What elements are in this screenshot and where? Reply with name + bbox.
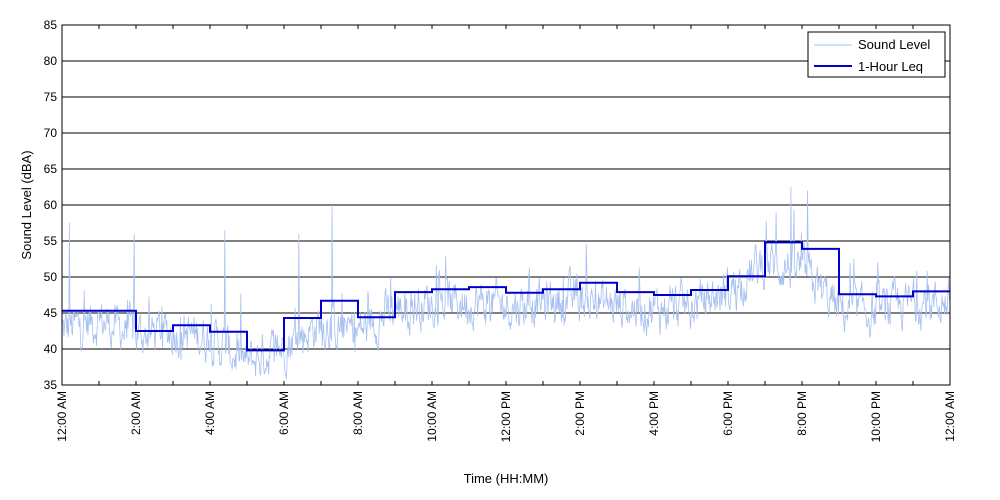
legend-label-leq: 1-Hour Leq <box>858 59 923 74</box>
sound-level-series <box>61 186 951 379</box>
y-tick-label: 45 <box>44 306 58 320</box>
x-tick-label: 6:00 AM <box>277 391 291 435</box>
x-tick-label: 2:00 PM <box>573 391 587 436</box>
x-ticks: 12:00 AM 2:00 AM 4:00 AM 6:00 AM 8:00 AM 10:0… <box>55 25 957 442</box>
sound-level-line <box>61 186 951 379</box>
x-tick-label: 8:00 PM <box>795 391 809 436</box>
x-tick-label: 6:00 PM <box>721 391 735 436</box>
legend: Sound Level 1-Hour Leq <box>807 31 946 78</box>
leq-step-line <box>62 241 950 352</box>
plot-frame <box>61 24 951 386</box>
y-tick-label: 60 <box>44 198 58 212</box>
x-tick-label: 4:00 PM <box>647 391 661 436</box>
x-axis-title: Time (HH:MM) <box>464 471 549 486</box>
y-tick-label: 80 <box>44 54 58 68</box>
leq-series <box>62 241 950 352</box>
y-ticks: 35 40 45 50 55 60 65 70 75 80 85 <box>44 18 950 392</box>
y-tick-label: 75 <box>44 90 58 104</box>
legend-box <box>807 31 946 78</box>
y-tick-label: 35 <box>44 378 58 392</box>
legend-label-sound-level: Sound Level <box>858 37 930 52</box>
x-tick-label: 4:00 AM <box>203 391 217 435</box>
y-tick-label: 85 <box>44 18 58 32</box>
y-axis-title: Sound Level (dBA) <box>19 150 34 259</box>
y-tick-label: 70 <box>44 126 58 140</box>
y-tick-label: 40 <box>44 342 58 356</box>
x-tick-label: 12:00 AM <box>55 391 69 442</box>
x-tick-label: 2:00 AM <box>129 391 143 435</box>
y-tick-label: 55 <box>44 234 58 248</box>
y-tick-label: 50 <box>44 270 58 284</box>
x-tick-label: 10:00 AM <box>425 391 439 442</box>
x-tick-label: 12:00 PM <box>499 391 513 442</box>
x-tick-label: 10:00 PM <box>869 391 883 442</box>
y-tick-label: 65 <box>44 162 58 176</box>
x-tick-label: 12:00 AM <box>943 391 957 442</box>
x-tick-label: 8:00 AM <box>351 391 365 435</box>
